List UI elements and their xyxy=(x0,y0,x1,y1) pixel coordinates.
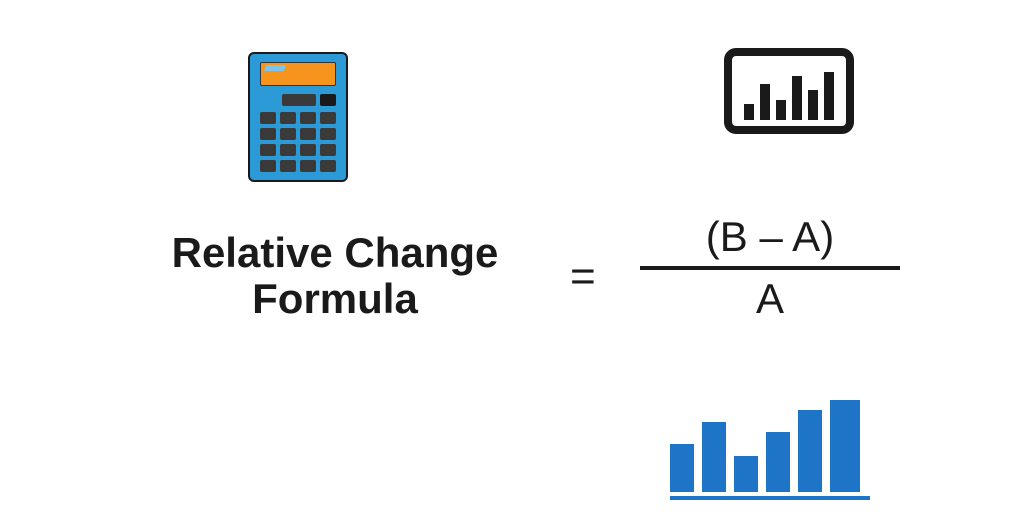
calculator-row-4 xyxy=(260,144,336,156)
formula-title: Relative Change Formula xyxy=(130,230,540,322)
mini-bar-chart-icon xyxy=(724,48,854,134)
blue-bar-chart-icon xyxy=(670,400,870,500)
calculator-key xyxy=(320,112,336,124)
blue-bar xyxy=(830,400,860,492)
calculator-key xyxy=(260,144,276,156)
calculator-key xyxy=(282,94,316,106)
calculator-row-3 xyxy=(260,128,336,140)
calculator-row-5 xyxy=(260,160,336,172)
blue-bar xyxy=(798,410,822,492)
title-line2: Formula xyxy=(130,276,540,322)
calculator-row-1 xyxy=(260,94,336,106)
mini-bar xyxy=(792,76,802,120)
calculator-key xyxy=(260,128,276,140)
calculator-screen xyxy=(260,62,336,86)
calculator-key xyxy=(300,144,316,156)
calculator-key xyxy=(320,94,336,106)
blue-bar xyxy=(702,422,726,492)
fraction-line xyxy=(640,266,900,270)
calculator-key xyxy=(320,160,336,172)
calculator-row-2 xyxy=(260,112,336,124)
calculator-icon xyxy=(248,52,348,182)
mini-bar-chart-bars xyxy=(744,68,834,120)
blue-bar-chart-bars xyxy=(670,400,870,492)
mini-bar xyxy=(824,72,834,120)
mini-bar xyxy=(744,104,754,120)
calculator-key xyxy=(260,160,276,172)
calculator-key xyxy=(280,128,296,140)
calculator-key xyxy=(320,128,336,140)
calculator-body xyxy=(248,52,348,182)
mini-bar xyxy=(760,84,770,120)
calculator-screen-reflection xyxy=(264,65,286,71)
mini-bar xyxy=(808,90,818,120)
blue-bar-chart-baseline xyxy=(670,496,870,500)
fraction-denominator: A xyxy=(640,276,900,322)
blue-bar xyxy=(670,444,694,492)
calculator-key xyxy=(300,112,316,124)
calculator-key xyxy=(280,112,296,124)
title-line1: Relative Change xyxy=(130,230,540,276)
blue-bar xyxy=(766,432,790,492)
equals-sign: = xyxy=(570,252,596,302)
calculator-key xyxy=(260,112,276,124)
mini-bar xyxy=(776,100,786,120)
calculator-key xyxy=(280,144,296,156)
fraction-numerator: (B – A) xyxy=(640,214,900,260)
calculator-key xyxy=(300,128,316,140)
blue-bar xyxy=(734,456,758,492)
formula-fraction: (B – A) A xyxy=(640,214,900,322)
calculator-key xyxy=(300,160,316,172)
calculator-key xyxy=(320,144,336,156)
calculator-key xyxy=(280,160,296,172)
